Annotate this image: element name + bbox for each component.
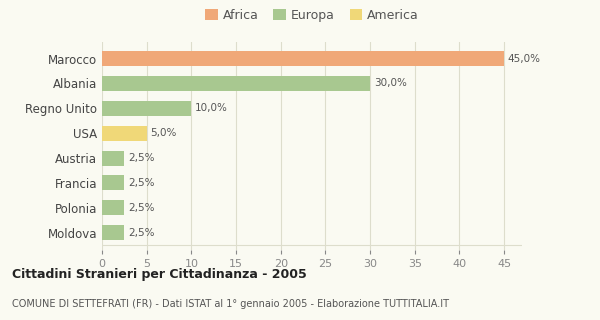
Text: 10,0%: 10,0%	[195, 103, 228, 113]
Text: 2,5%: 2,5%	[128, 153, 154, 163]
Text: 2,5%: 2,5%	[128, 228, 154, 238]
Bar	[102, 126, 146, 140]
Text: 30,0%: 30,0%	[374, 78, 407, 88]
Text: Cittadini Stranieri per Cittadinanza - 2005: Cittadini Stranieri per Cittadinanza - 2…	[12, 268, 307, 281]
Text: 45,0%: 45,0%	[508, 53, 541, 63]
Bar	[102, 175, 124, 190]
Bar	[102, 51, 504, 66]
Text: 2,5%: 2,5%	[128, 178, 154, 188]
Legend: Africa, Europa, America: Africa, Europa, America	[200, 4, 424, 27]
Bar	[102, 76, 370, 91]
Bar	[102, 151, 124, 165]
Text: COMUNE DI SETTEFRATI (FR) - Dati ISTAT al 1° gennaio 2005 - Elaborazione TUTTITA: COMUNE DI SETTEFRATI (FR) - Dati ISTAT a…	[12, 299, 449, 309]
Bar	[102, 101, 191, 116]
Bar	[102, 225, 124, 240]
Text: 2,5%: 2,5%	[128, 203, 154, 213]
Bar	[102, 200, 124, 215]
Text: 5,0%: 5,0%	[150, 128, 176, 138]
